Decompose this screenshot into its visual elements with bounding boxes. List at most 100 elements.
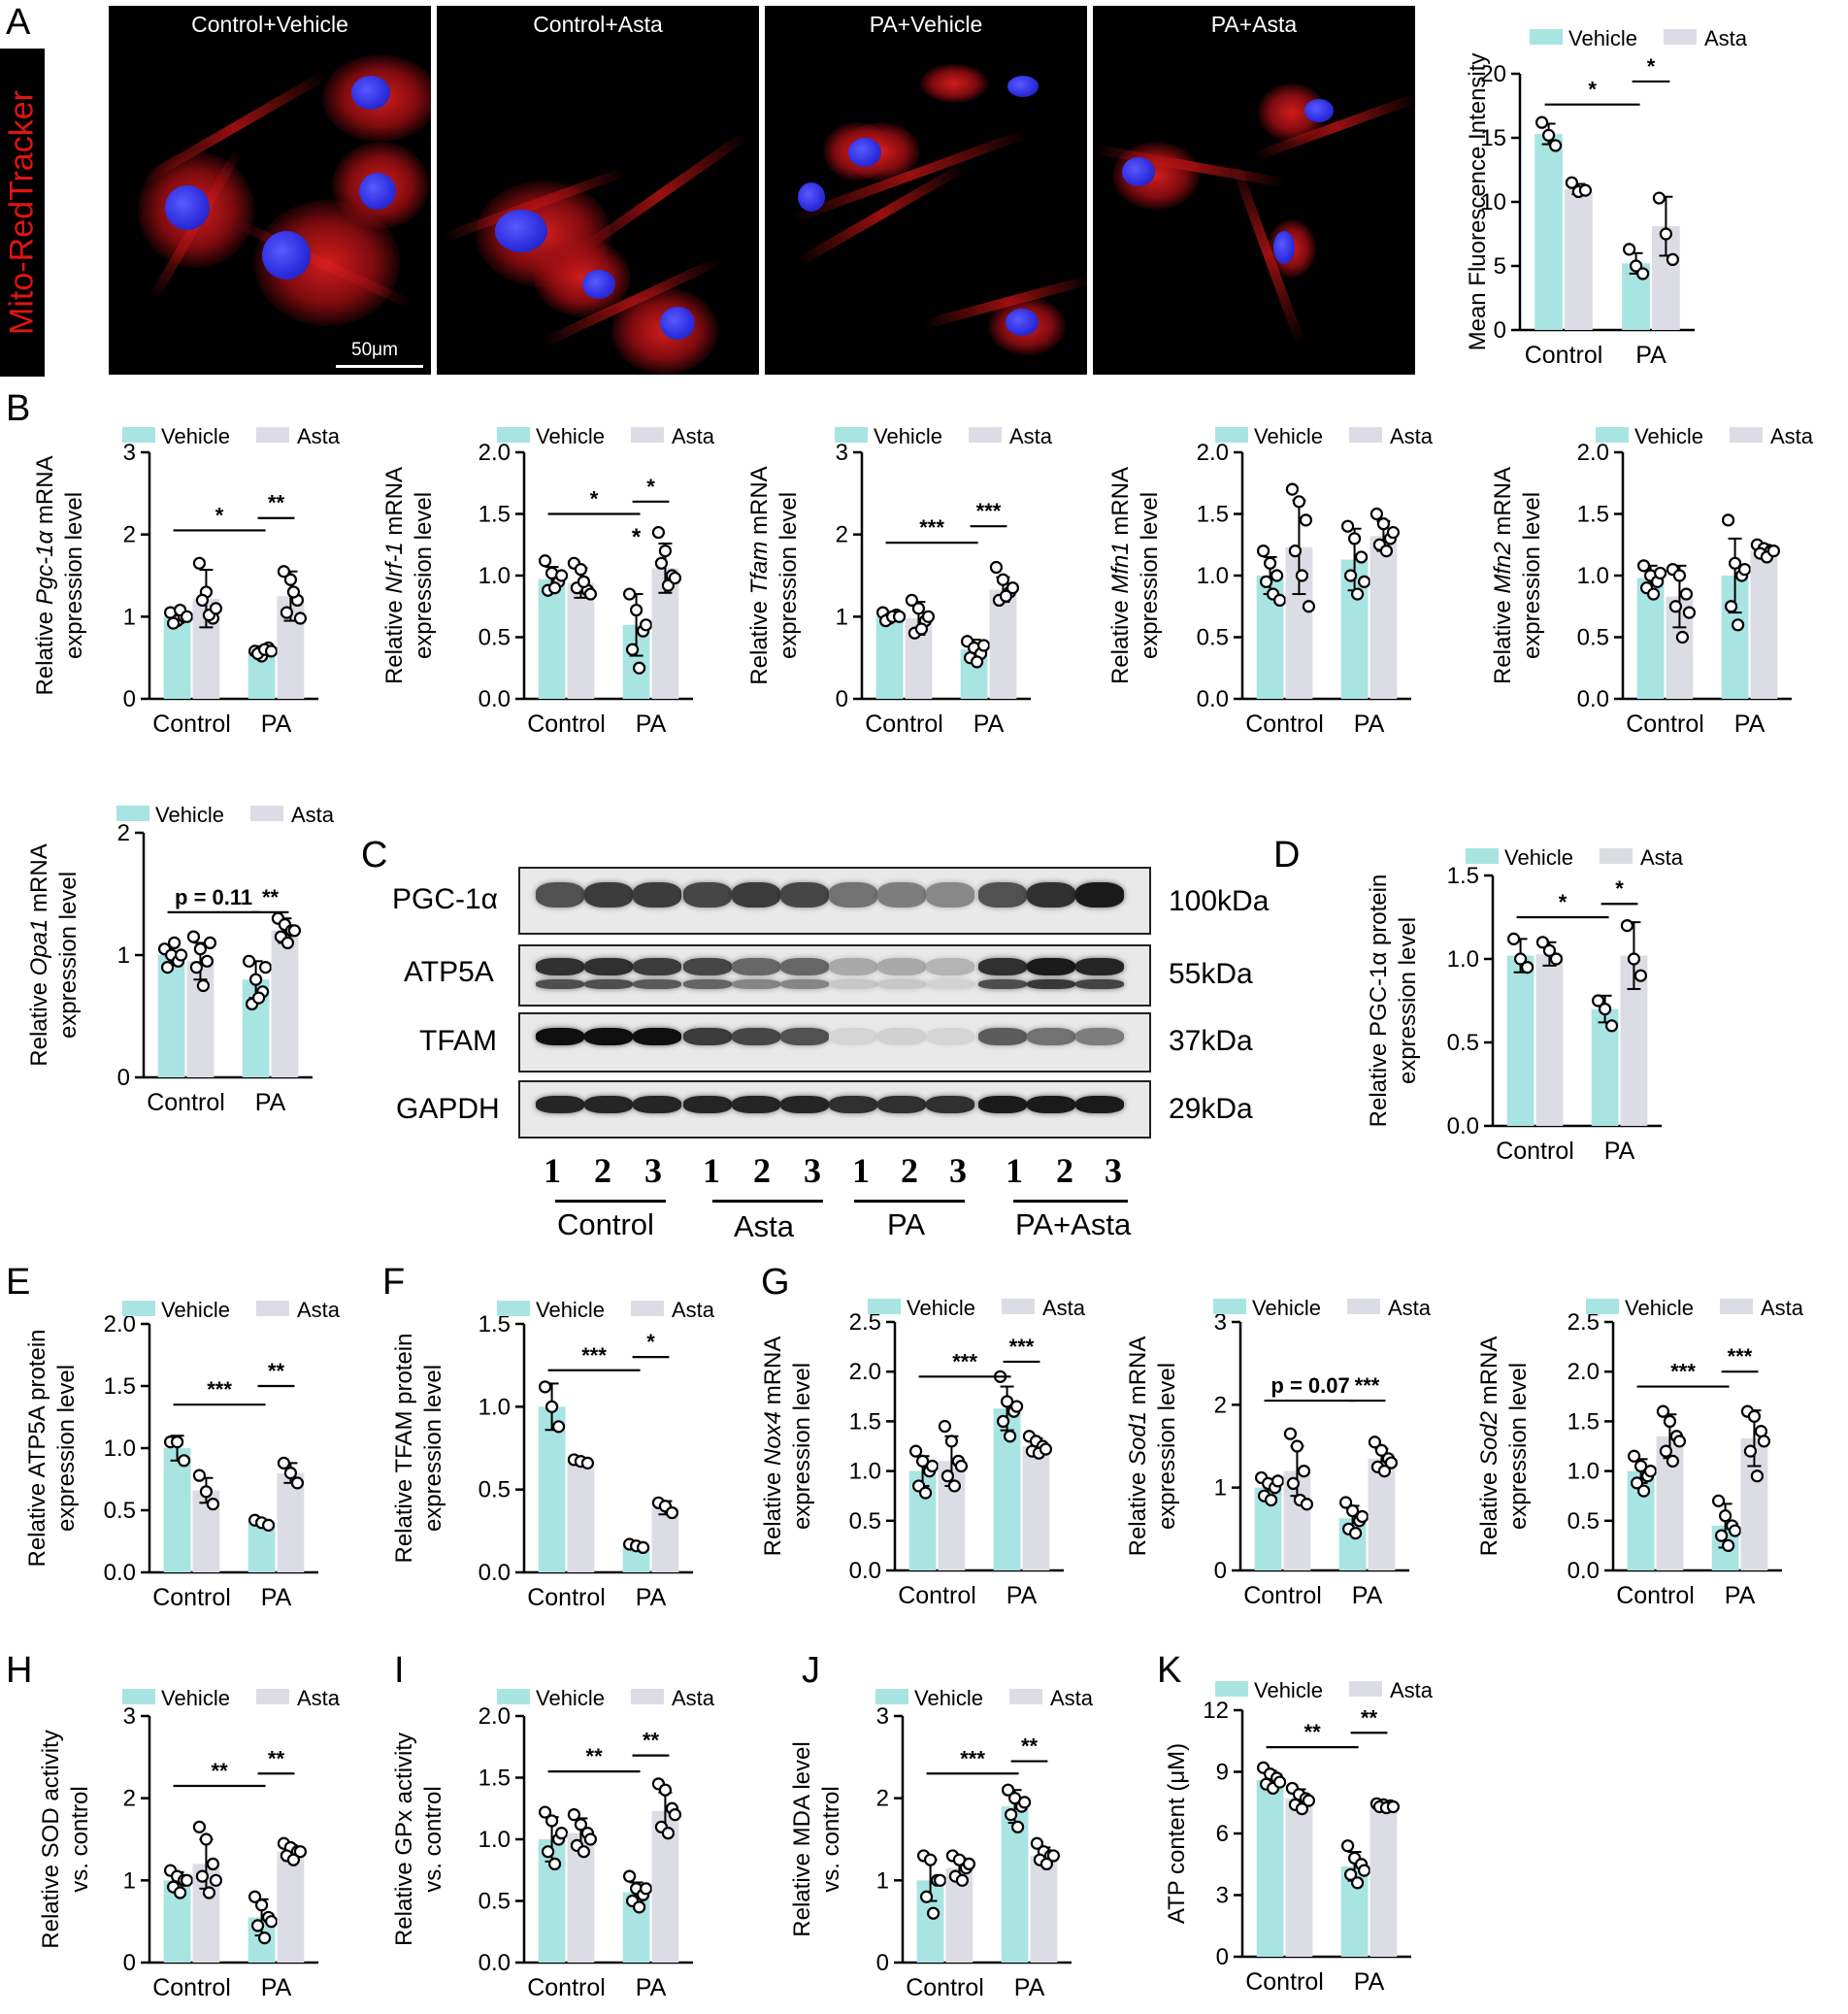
data-point [541, 1845, 555, 1859]
y-axis-label-line2: expression level [1505, 1363, 1532, 1530]
data-point [173, 1886, 187, 1899]
data-point [1604, 1019, 1619, 1033]
data-point [1004, 1807, 1018, 1822]
wb-band [536, 882, 584, 908]
panel-letter-i: I [394, 1650, 405, 1691]
y-axis-label-part: Relative [381, 594, 408, 684]
y-tick-label: 0.5 [478, 1889, 511, 1915]
y-axis-label-line2: expression level [55, 872, 82, 1039]
y-tick-label: 1 [117, 942, 130, 969]
data-point [209, 602, 223, 615]
wb-label-gapdh: GAPDH [396, 1093, 500, 1125]
data-point [1728, 1524, 1742, 1537]
lane-number: 2 [753, 1151, 771, 1190]
data-point [1017, 1796, 1032, 1809]
x-tick-label: Control [527, 1974, 606, 2001]
y-tick-label: 0 [1214, 1558, 1227, 1584]
legend-swatch-asta [1009, 1689, 1042, 1704]
legend-label-vehicle: Vehicle [1252, 1296, 1321, 1320]
wb-band [877, 958, 926, 975]
x-tick-label: PA [1725, 1582, 1756, 1609]
y-axis-label: Relative SOD activity [38, 1730, 64, 1948]
micro-panel-pa-vehicle: PA+Vehicle [765, 6, 1087, 375]
wb-band [584, 1028, 633, 1045]
wb-band [1027, 1096, 1075, 1113]
y-tick-label: 1 [123, 604, 136, 630]
legend-swatch-asta [969, 427, 1002, 443]
data-point [538, 1805, 552, 1819]
nucleus [165, 185, 210, 230]
y-tick-label: 1 [1214, 1475, 1227, 1502]
data-point [199, 1832, 214, 1846]
wb-band [536, 1096, 584, 1113]
wb-band [683, 958, 732, 975]
legend-label-vehicle: Vehicle [1254, 424, 1323, 448]
x-tick-label: PA [1014, 1974, 1045, 2001]
x-tick-label: PA [261, 1584, 292, 1611]
bar [163, 1448, 191, 1572]
data-point [200, 954, 214, 968]
y-axis-label-part: Sod2 [1476, 1411, 1502, 1466]
bar [567, 1461, 595, 1572]
data-point [293, 1845, 308, 1859]
wb-label-tfam: TFAM [419, 1025, 497, 1057]
data-point [1679, 587, 1694, 601]
wb-band [1027, 979, 1075, 989]
significance-label: p = 0.11 [175, 885, 252, 909]
data-point [661, 1827, 676, 1840]
bar [1370, 536, 1398, 699]
y-axis-label: Relative Opa1 mRNA [26, 843, 52, 1066]
nucleus [1006, 309, 1039, 336]
data-point [1384, 1456, 1399, 1469]
panel-letter-a: A [6, 2, 31, 43]
legend-swatch-vehicle [116, 806, 149, 821]
significance-label: ** [262, 885, 280, 909]
significance-label: * [646, 475, 655, 499]
lane-number: 1 [703, 1151, 720, 1190]
data-point [547, 581, 562, 595]
bar [1565, 188, 1593, 330]
data-point [1292, 495, 1306, 509]
data-point [574, 1818, 588, 1832]
nucleus [359, 173, 396, 210]
y-axis-label-part: Nrf-1 [381, 542, 408, 593]
data-point [166, 616, 181, 630]
data-point [1506, 932, 1521, 945]
legend-label-asta: Asta [1388, 1296, 1432, 1320]
data-point [1548, 139, 1563, 152]
y-tick-label: 2 [876, 1786, 889, 1812]
data-point [1666, 252, 1680, 266]
data-point [625, 643, 640, 656]
wb-band [829, 1096, 877, 1113]
significance-label: *** [581, 1343, 607, 1368]
data-point [544, 1400, 559, 1413]
significance-label: ** [268, 1359, 285, 1383]
significance-label: *** [976, 499, 1002, 523]
data-point [547, 1857, 562, 1871]
y-tick-label: 0.0 [1197, 686, 1229, 712]
wb-band [732, 1096, 780, 1113]
y-tick-label: 3 [1216, 1883, 1229, 1909]
x-tick-label: Control [1245, 1968, 1324, 1996]
legend-swatch-asta [1730, 427, 1763, 443]
data-point [1288, 544, 1303, 558]
data-point [248, 973, 263, 986]
panel-letter-j: J [802, 1650, 820, 1691]
legend-swatch-vehicle [1215, 427, 1248, 443]
data-point [1386, 1799, 1401, 1814]
y-axis-label-part: Relative [26, 975, 52, 1066]
bar [538, 578, 566, 699]
x-tick-label: Control [1616, 1582, 1695, 1609]
data-point [1010, 1820, 1025, 1833]
data-point [1731, 618, 1745, 632]
data-point [1627, 952, 1641, 966]
data-point [1672, 1435, 1687, 1448]
data-point [1350, 1876, 1365, 1890]
wb-band [732, 958, 780, 975]
significance-label: ** [643, 1729, 660, 1753]
bar [277, 1472, 305, 1572]
data-point [1345, 1503, 1360, 1518]
data-point [538, 1380, 552, 1394]
legend-swatch-vehicle [1213, 1299, 1246, 1314]
data-point [919, 1890, 934, 1903]
